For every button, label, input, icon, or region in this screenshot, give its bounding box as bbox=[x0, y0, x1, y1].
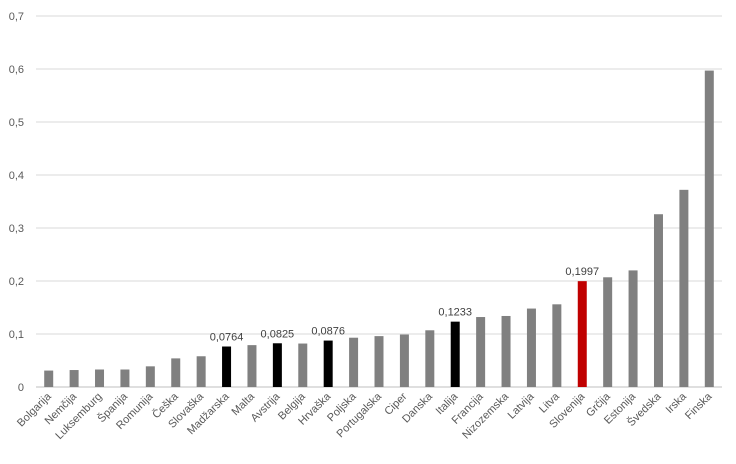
bar-švedska bbox=[653, 214, 663, 387]
y-axis-tick-labels: 0 0,1 0,2 0,3 0,4 0,5 0,6 0,7 bbox=[9, 11, 24, 394]
data-label: 0,0876 bbox=[311, 326, 345, 338]
bar-avstrija bbox=[272, 343, 282, 387]
bar-belgija bbox=[298, 343, 308, 387]
bar-grčija bbox=[603, 277, 613, 387]
bar-češka bbox=[171, 358, 181, 387]
bar-malta bbox=[247, 345, 257, 387]
bar-nemčija bbox=[69, 370, 79, 387]
bar-madžarska bbox=[222, 346, 232, 387]
gridlines bbox=[36, 15, 722, 388]
bar-slovaška bbox=[196, 356, 206, 387]
y-tick-label: 0,2 bbox=[9, 276, 24, 288]
y-tick-label: 0,7 bbox=[9, 11, 24, 23]
bar-latvija bbox=[526, 308, 536, 387]
x-category-label: Avstrija bbox=[249, 390, 283, 424]
data-label: 0,0764 bbox=[210, 332, 244, 344]
x-category-label: Latvija bbox=[506, 390, 538, 422]
bar-hrvaška bbox=[323, 340, 333, 387]
bar-bolgarija bbox=[44, 370, 54, 387]
x-axis-category-labels: BolgarijaNemčijaLuksemburgŠpanijaRomunij… bbox=[15, 389, 715, 442]
bar-estonija bbox=[628, 270, 638, 387]
y-tick-label: 0 bbox=[18, 382, 24, 394]
bar-luksemburg bbox=[95, 369, 105, 387]
data-label: 0,1997 bbox=[565, 266, 599, 278]
data-label: 0,0825 bbox=[261, 328, 295, 340]
y-tick-label: 0,4 bbox=[9, 170, 24, 182]
y-tick-label: 0,3 bbox=[9, 223, 24, 235]
bar-litva bbox=[552, 304, 562, 387]
bars bbox=[44, 70, 714, 387]
bar-irska bbox=[679, 189, 689, 387]
bar-finska bbox=[704, 70, 714, 387]
bar-slovenija bbox=[577, 281, 587, 387]
bar-nizozemska bbox=[501, 315, 511, 387]
bar-španija bbox=[120, 369, 130, 387]
y-tick-label: 0,1 bbox=[9, 329, 24, 341]
x-category-label: Finska bbox=[683, 390, 715, 422]
bar-francija bbox=[476, 317, 486, 387]
bar-poljska bbox=[349, 337, 359, 387]
bar-romunija bbox=[145, 366, 155, 387]
bar-danska bbox=[425, 330, 435, 387]
y-tick-label: 0,5 bbox=[9, 117, 24, 129]
bar-italija bbox=[450, 321, 460, 387]
bar-portugalska bbox=[374, 336, 384, 387]
bar-ciper bbox=[399, 334, 409, 387]
data-labels: 0,0764 0,0825 0,0876 0,1233 0,1997 bbox=[210, 266, 599, 343]
data-label: 0,1233 bbox=[438, 307, 472, 319]
y-tick-label: 0,6 bbox=[9, 64, 24, 76]
